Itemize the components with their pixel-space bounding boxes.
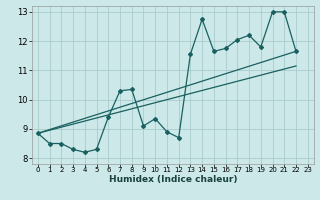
X-axis label: Humidex (Indice chaleur): Humidex (Indice chaleur) xyxy=(108,175,237,184)
